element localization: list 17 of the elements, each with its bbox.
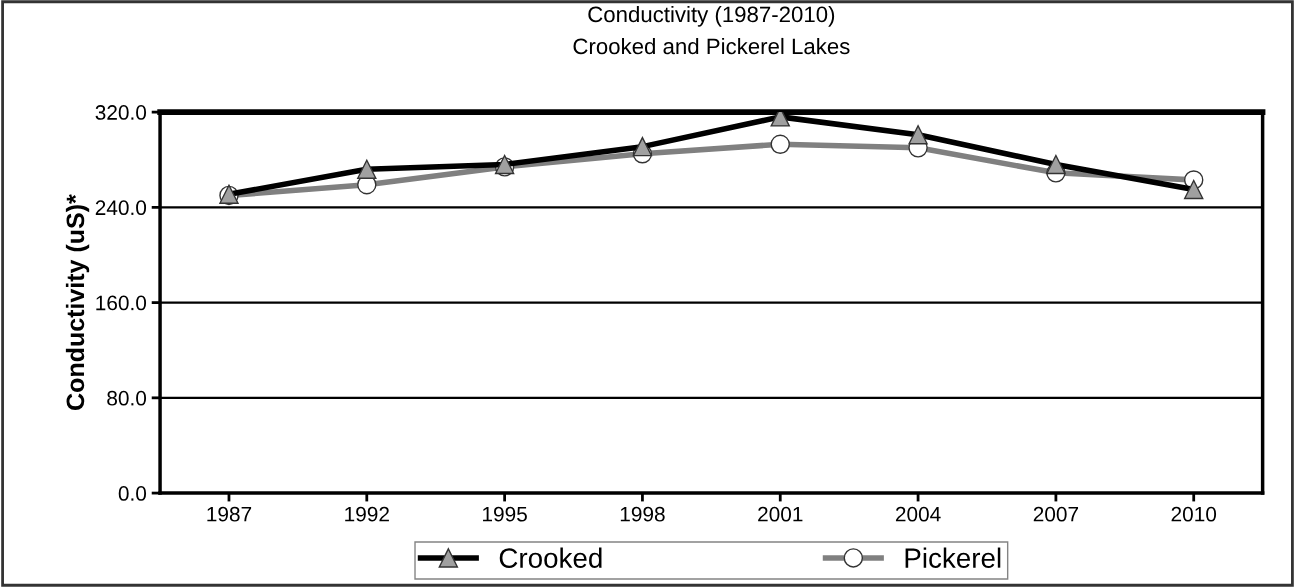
x-tick-label: 1992 — [345, 506, 389, 522]
x-tick-label: 2007 — [1033, 506, 1079, 522]
x-tick-label: 2010 — [1171, 506, 1217, 522]
y-tick-label: 320.0 — [95, 105, 147, 120]
y-tick-label: 80.0 — [107, 390, 147, 406]
x-tick-label: 1998 — [620, 506, 665, 522]
y-tick-label: 0.0 — [118, 486, 147, 501]
x-tick-label: 2004 — [895, 506, 941, 522]
legend-label: Crooked — [499, 547, 602, 568]
x-tick-label: 1987 — [207, 506, 252, 522]
y-tick-label: 240.0 — [95, 200, 147, 216]
legend-label: Pickerel — [905, 547, 1001, 568]
y-axis-title: Conductivity (uS)* — [65, 194, 90, 410]
y-tick-label: 160.0 — [96, 295, 147, 311]
chart-title: Conductivity (1987-2010) Crooked and Pickerel Lakes — [573, 5, 850, 55]
x-tick-label: 1995 — [483, 506, 527, 522]
x-tick-label: 2001 — [758, 506, 803, 522]
